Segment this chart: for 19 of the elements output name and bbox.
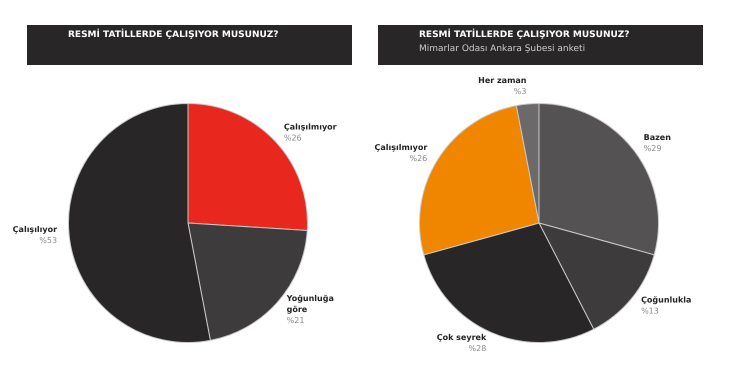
data-label: %26 [409,154,428,164]
slice-label: Her zaman [478,76,527,86]
slice-label: Bazen [644,132,672,142]
data-label: %21 [286,316,304,326]
slice-label: Çalışılmıyor [374,143,428,152]
chart-subtitle: Mimarlar Odası Ankara Şubesi anketi [419,44,586,54]
slice-label: Çalışılıyor [12,224,58,234]
slice-label: Çoğunlukla [641,295,692,304]
data-label: %28 [468,344,486,354]
data-label: %53 [39,236,58,245]
slice-label: Çok seyrek [436,333,487,342]
slice-label: Yoğunluğa göre [286,294,334,314]
data-label: %13 [641,306,659,316]
data-label: %29 [644,144,662,153]
chart-title: RESMİ TATİLLERDE ÇALIŞIYOR MUSUNUZ? [419,30,631,40]
data-label: %3 [514,87,526,96]
data-label: %26 [284,134,302,143]
slice-label: Çalışılmıyor [284,122,337,132]
chart-title: RESMİ TATİLLERDE ÇALIŞIYOR MUSUNUZ? [68,30,280,40]
